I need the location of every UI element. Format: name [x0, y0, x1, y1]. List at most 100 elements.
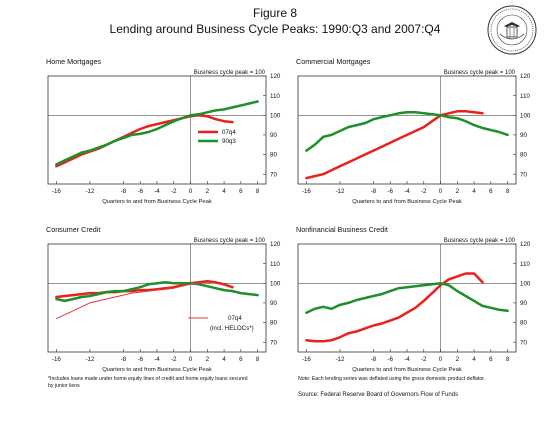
y-tick-label: 110: [270, 261, 280, 268]
plot-frame: [297, 75, 517, 185]
y-tick-label: 110: [520, 93, 530, 100]
series-line-1: [305, 110, 484, 180]
x-tick-label: 0: [439, 188, 443, 195]
x-tick-label: -12: [335, 188, 345, 195]
x-tick-label: 2: [456, 356, 460, 363]
chart-nonfinancial: Nonfinancial Business Credit Business cyc…: [296, 225, 531, 373]
source-note: Source: Federal Reserve Board of Governo…: [298, 392, 459, 398]
x-tick-label: -12: [335, 356, 345, 363]
legend-label: 07q4: [228, 315, 242, 322]
x-tick-label: -12: [85, 356, 95, 363]
panel-title: Consumer Credit: [46, 225, 100, 234]
y-tick-label: 70: [270, 171, 277, 178]
figure-subtitle: Lending around Business Cycle Peaks: 199…: [109, 22, 441, 36]
x-tick-label: -6: [387, 188, 393, 195]
x-tick-label: -6: [387, 356, 393, 363]
x-tick-label: -4: [404, 356, 410, 363]
x-tick-label: 4: [472, 356, 476, 363]
x-tick-label: -8: [121, 356, 127, 363]
y-tick-label: 120: [270, 73, 281, 80]
x-tick-label: 4: [472, 188, 476, 195]
y-tick-label: 80: [270, 320, 277, 327]
chart-commercial: Commercial Mortgages Business cycle peak …: [296, 57, 531, 205]
x-tick-label: -4: [154, 188, 160, 195]
y-tick-label: 80: [520, 320, 527, 327]
panel-title: Commercial Mortgages: [296, 57, 371, 66]
x-tick-label: -2: [171, 188, 177, 195]
x-tick-label: -16: [52, 188, 62, 195]
y-tick-label: 100: [270, 112, 281, 119]
series-line-1: [55, 280, 234, 299]
y-tick-label: 120: [520, 73, 531, 80]
x-tick-label: -4: [404, 188, 410, 195]
x-tick-label: 4: [222, 188, 226, 195]
series-line-3: [55, 281, 233, 320]
chart-consumer: Consumer Credit Business cycle peak = 100…: [46, 225, 281, 373]
series-line-2: [305, 282, 509, 314]
x-axis-label: Quarters to and from Business Cycle Peak: [352, 367, 462, 373]
legend-label: 90q3: [222, 138, 236, 145]
y-tick-label: 70: [520, 171, 527, 178]
series-line-2: [55, 100, 259, 166]
plot-frame: [297, 243, 517, 353]
x-axis-label: Quarters to and from Business Cycle Peak: [102, 199, 212, 205]
figure-title: Figure 8: [252, 6, 298, 20]
panel-note: Business cycle peak = 100: [444, 238, 516, 244]
series-line-1: [305, 272, 484, 343]
panel-note: Business cycle peak = 100: [194, 70, 266, 76]
x-tick-label: 2: [456, 188, 460, 195]
x-tick-label: -8: [371, 356, 377, 363]
y-tick-label: 70: [270, 339, 277, 346]
x-axis-label: Quarters to and from Business Cycle Peak: [102, 367, 212, 373]
x-axis-label: Quarters to and from Business Cycle Peak: [352, 199, 462, 205]
x-tick-label: -4: [154, 356, 160, 363]
y-tick-label: 90: [520, 132, 527, 139]
x-tick-label: -2: [421, 188, 427, 195]
x-tick-label: 6: [489, 188, 493, 195]
x-tick-label: 0: [189, 356, 193, 363]
x-tick-label: 6: [239, 188, 243, 195]
x-tick-label: 8: [256, 188, 260, 195]
x-tick-label: 2: [206, 356, 210, 363]
legend-label: 07q4: [222, 129, 236, 136]
x-tick-label: 2: [206, 188, 210, 195]
series-line-2: [55, 281, 259, 303]
x-tick-label: 8: [256, 356, 260, 363]
nonfinancial-footnote: Note: Each lending series was deflated u…: [298, 376, 486, 382]
x-tick-label: -16: [302, 356, 312, 363]
x-tick-label: -6: [137, 188, 143, 195]
x-tick-label: -8: [121, 188, 127, 195]
x-tick-label: -16: [52, 356, 62, 363]
y-tick-label: 70: [520, 339, 527, 346]
y-tick-label: 80: [270, 152, 277, 159]
x-tick-label: 0: [189, 188, 193, 195]
y-tick-label: 90: [520, 300, 527, 307]
x-tick-label: -16: [302, 188, 312, 195]
x-tick-label: 6: [489, 356, 493, 363]
x-tick-label: -2: [171, 356, 177, 363]
panel-title: Nonfinancial Business Credit: [296, 225, 388, 234]
y-tick-label: 80: [520, 152, 527, 159]
y-tick-label: 100: [270, 280, 281, 287]
y-tick-label: 120: [270, 241, 281, 248]
consumer-credit-footnote: *Includes loans made under home equity l…: [48, 376, 248, 389]
x-tick-label: 6: [239, 356, 243, 363]
legend-label: (incl. HELOCs*): [210, 325, 254, 332]
panel-note: Business cycle peak = 100: [444, 70, 516, 76]
chart-home: Home Mortgages Business cycle peak = 100 7…: [46, 57, 281, 205]
y-tick-label: 90: [270, 300, 277, 307]
panel-title: Home Mortgages: [46, 57, 102, 66]
x-tick-label: -12: [85, 188, 95, 195]
series-line-2: [305, 111, 509, 152]
panel-note: Business cycle peak = 100: [194, 238, 266, 244]
x-tick-label: -2: [421, 356, 427, 363]
y-tick-label: 90: [270, 132, 277, 139]
federal-reserve-seal-icon: [487, 5, 537, 55]
x-tick-label: 8: [506, 356, 510, 363]
x-tick-label: 0: [439, 356, 443, 363]
series-line-1: [55, 114, 234, 168]
y-tick-label: 100: [520, 112, 531, 119]
x-tick-label: 8: [506, 188, 510, 195]
x-tick-label: -8: [371, 188, 377, 195]
